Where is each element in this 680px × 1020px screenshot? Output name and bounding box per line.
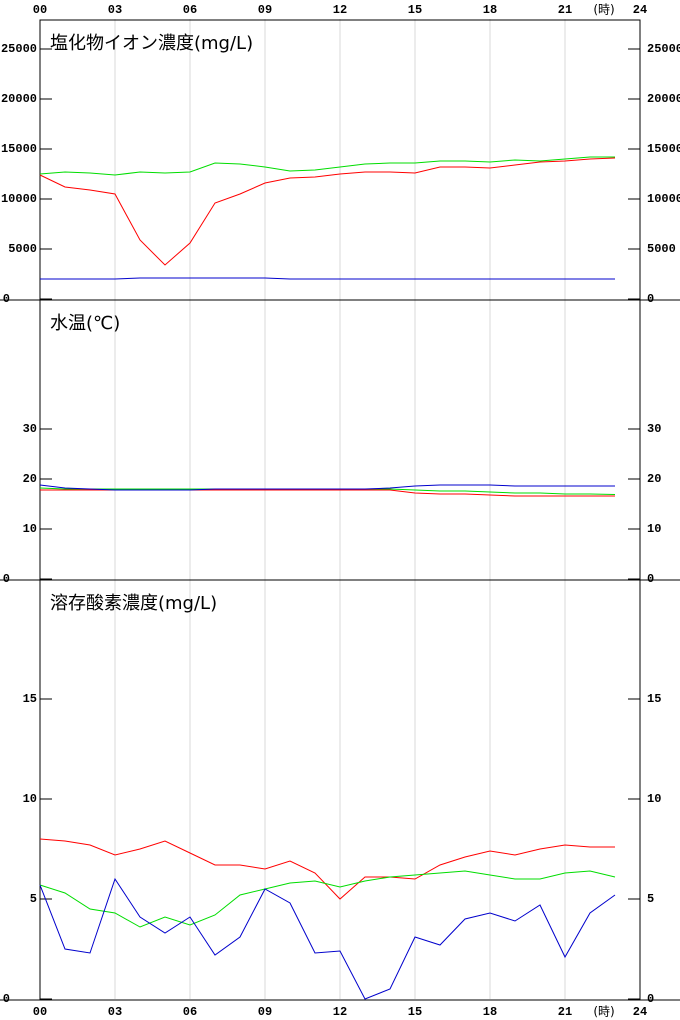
y-tick-label: 15000 xyxy=(1,142,37,156)
x-tick-label: 24 xyxy=(633,3,647,17)
y-tick-label: 0 xyxy=(3,292,10,306)
x-tick-label: 03 xyxy=(108,3,122,17)
x-tick-label: 06 xyxy=(183,1005,197,1019)
y-tick-label: 10 xyxy=(23,522,37,536)
y-tick-label: 10000 xyxy=(647,192,680,206)
x-tick-label: 18 xyxy=(483,3,497,17)
x-tick-label: 12 xyxy=(333,1005,347,1019)
y-tick-label: 25000 xyxy=(647,42,680,56)
y-tick-label: 20 xyxy=(647,472,661,486)
x-tick-label: 21 xyxy=(558,3,572,17)
series-line xyxy=(39,870,616,928)
y-tick-label: 5 xyxy=(30,892,37,906)
y-tick-label: 10 xyxy=(647,522,661,536)
y-tick-label: 10 xyxy=(23,792,37,806)
y-tick-label: 15 xyxy=(23,692,37,706)
y-tick-label: 0 xyxy=(647,992,654,1006)
y-tick-label: 30 xyxy=(647,422,661,436)
y-tick-label: 20 xyxy=(23,472,37,486)
x-axis-label: (時) xyxy=(593,3,614,17)
y-tick-label: 5000 xyxy=(647,242,676,256)
x-tick-label: 09 xyxy=(258,1005,272,1019)
x-tick-label: 03 xyxy=(108,1005,122,1019)
y-tick-label: 20000 xyxy=(647,92,680,106)
series-line xyxy=(39,157,616,266)
series-line xyxy=(39,156,615,176)
x-tick-label: 12 xyxy=(333,3,347,17)
y-tick-label: 10000 xyxy=(1,192,37,206)
y-tick-label: 0 xyxy=(3,992,10,1006)
y-tick-label: 5000 xyxy=(8,242,37,256)
y-tick-label: 30 xyxy=(23,422,37,436)
y-tick-label: 25000 xyxy=(1,42,37,56)
x-tick-label: 15 xyxy=(408,3,422,17)
x-tick-label: 06 xyxy=(183,3,197,17)
panel-title: 溶存酸素濃度(mg/L) xyxy=(50,593,217,614)
y-tick-label: 0 xyxy=(647,292,654,306)
y-tick-label: 15 xyxy=(647,692,661,706)
x-tick-label: 09 xyxy=(258,3,272,17)
x-tick-label: 24 xyxy=(633,1005,647,1019)
panel-title: 塩化物イオン濃度(mg/L) xyxy=(50,33,253,54)
x-tick-label: 00 xyxy=(33,1005,47,1019)
series-line xyxy=(40,277,615,280)
y-tick-label: 0 xyxy=(647,572,654,586)
series-line xyxy=(39,877,616,1000)
x-tick-label: 18 xyxy=(483,1005,497,1019)
y-tick-label: 20000 xyxy=(1,92,37,106)
y-tick-label: 10 xyxy=(647,792,661,806)
y-tick-label: 5 xyxy=(647,892,654,906)
y-tick-label: 15000 xyxy=(647,142,680,156)
x-tick-label: 00 xyxy=(33,3,47,17)
x-tick-label: 15 xyxy=(408,1005,422,1019)
panel-title: 水温(℃) xyxy=(50,313,120,334)
series-line xyxy=(39,484,615,491)
series-line xyxy=(39,838,615,900)
x-axis-label: (時) xyxy=(593,1005,614,1019)
x-tick-label: 21 xyxy=(558,1005,572,1019)
y-tick-label: 0 xyxy=(3,572,10,586)
